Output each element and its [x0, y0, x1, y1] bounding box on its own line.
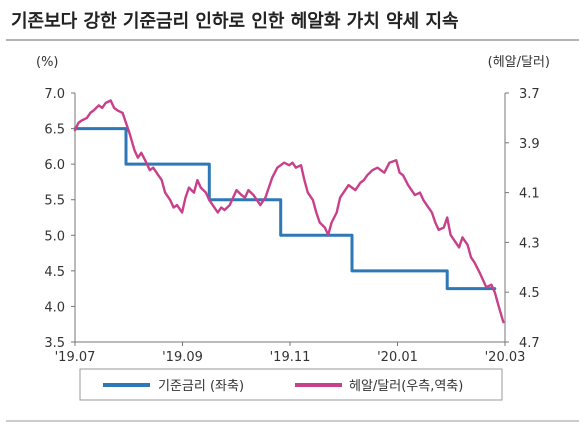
- right-axis-tick-label: 4.5: [519, 286, 540, 301]
- right-axis-tick-label: 4.7: [519, 336, 540, 351]
- legend-label-brl-usd: 헤알/달러(우측,역축): [349, 379, 463, 394]
- right-axis-tick-label: 4.1: [519, 187, 540, 202]
- left-axis-tick-label: 5.0: [44, 229, 65, 244]
- x-axis-tick-label: '19.07: [55, 350, 96, 365]
- left-axis-tick-label: 3.5: [44, 336, 65, 351]
- left-axis-tick-label: 6.5: [44, 123, 65, 138]
- x-axis-tick-label: '20.01: [377, 350, 418, 365]
- series-line-brl-usd: [73, 99, 505, 324]
- right-axis-tick-label: 4.3: [519, 236, 540, 251]
- x-axis-tick-label: '19.09: [162, 350, 203, 365]
- legend: 기준금리 (좌축) 헤알/달러(우측,역축): [79, 368, 503, 401]
- series-line-policy-rate: [73, 127, 497, 291]
- left-axis-tick-label: 6.0: [44, 158, 65, 173]
- x-axis-ticks: '19.07 '19.09 '19.11 '20.01 '20.03: [55, 342, 526, 365]
- left-axis-ticks: 7.0 6.5 6.0 5.5 5.0 4.5 4.0 3.5: [44, 87, 75, 351]
- left-axis-unit: (%): [36, 55, 59, 70]
- right-axis-tick-label: 3.7: [519, 87, 540, 102]
- right-axis-ticks: 3.7 3.9 4.1 4.3 4.5 4.7: [505, 87, 540, 351]
- plot-area: [73, 93, 506, 343]
- left-axis-tick-label: 4.5: [44, 265, 65, 280]
- right-axis-tick-label: 3.9: [519, 137, 540, 152]
- right-axis-unit: (헤알/달러): [488, 55, 550, 70]
- legend-box: [79, 368, 503, 401]
- legend-label-policy-rate: 기준금리 (좌축): [158, 379, 244, 394]
- chart-title: 기존보다 강한 기준금리 인하로 인한 헤알화 가치 약세 지속: [11, 10, 459, 32]
- x-axis-tick-label: '19.11: [270, 350, 311, 365]
- left-axis-tick-label: 4.0: [44, 300, 65, 315]
- left-axis-tick-label: 7.0: [44, 87, 65, 102]
- x-axis-tick-label: '20.03: [485, 350, 526, 365]
- left-axis-tick-label: 5.5: [44, 194, 65, 209]
